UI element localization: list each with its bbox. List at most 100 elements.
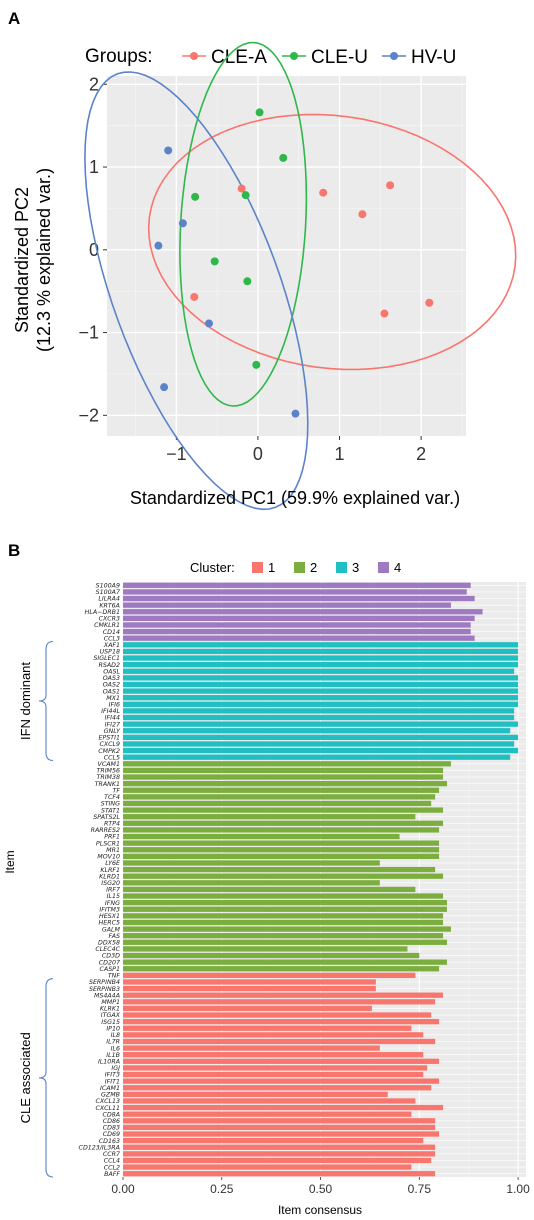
panel-a-label: A (8, 9, 20, 28)
item-label: MMP1 (101, 999, 120, 1006)
item-label: VCAM1 (98, 761, 120, 768)
point-cle-u (210, 257, 219, 266)
group-label: IFN dominant (18, 662, 33, 740)
item-label: HESX1 (99, 913, 120, 920)
item-label: SIGLEC1 (93, 655, 120, 662)
bar (123, 814, 416, 820)
bar (123, 1171, 436, 1177)
point-hv-u (164, 146, 173, 155)
bar (123, 1157, 432, 1164)
item-label: SPATS2L (93, 814, 120, 821)
bar (123, 747, 519, 754)
bar (123, 794, 436, 800)
x-axis-title-b: Item consensus (278, 1203, 362, 1217)
group-brace (38, 640, 54, 762)
item-label: IFITM3 (99, 906, 120, 913)
bar (123, 1098, 416, 1104)
legend-key-b (252, 562, 263, 573)
item-label: CD123/IL3RA (79, 1144, 120, 1151)
point-hv-u (154, 241, 163, 250)
item-label: CXCL9 (99, 741, 120, 748)
item-label: RARRES2 (91, 827, 120, 834)
point-cle-a (425, 298, 434, 307)
point-cle-u (241, 191, 250, 200)
item-label: TF (113, 787, 121, 794)
bar (123, 1131, 440, 1137)
bar (123, 642, 519, 648)
item-label: PLSCR1 (96, 840, 120, 847)
point-hv-u (160, 383, 169, 392)
bar (123, 807, 444, 813)
bar (123, 919, 444, 926)
item-label: IFI44L (101, 708, 120, 715)
item-label: IFI27 (105, 721, 120, 728)
legend-b-label: 4 (394, 560, 401, 575)
item-label: CLEC4C (95, 946, 120, 953)
bar (123, 939, 447, 945)
item-label: CD3D (102, 953, 120, 960)
point-cle-a (386, 181, 395, 190)
bar (123, 675, 519, 681)
legend-a-label: CLE-A (211, 47, 267, 68)
item-label: MOV10 (97, 854, 120, 861)
bar (123, 1124, 436, 1131)
point-cle-a (358, 210, 367, 219)
y-axis-title-a-line2: (12.3 % explained var.) (34, 168, 54, 352)
item-label: KLRF1 (100, 867, 120, 874)
bar (123, 1025, 412, 1031)
bar (123, 820, 444, 826)
x-tick-label-a: 2 (416, 444, 426, 464)
point-cle-u (243, 277, 252, 286)
bar (123, 628, 471, 635)
x-tick-label-a: 0 (253, 444, 263, 464)
point-cle-u (252, 360, 261, 369)
bar (123, 695, 519, 701)
item-label: CD207 (99, 959, 120, 966)
group-label: CLE associated (18, 1032, 33, 1123)
item-label: IFIT1 (105, 1078, 120, 1085)
bar (123, 681, 519, 688)
bar (123, 708, 515, 714)
bar (123, 1045, 380, 1051)
point-cle-a (190, 292, 199, 301)
x-axis-title-a: Standardized PC1 (59.9% explained var.) (130, 488, 460, 508)
bar (123, 609, 483, 615)
item-label: IL10RA (98, 1059, 120, 1066)
item-label: RTP4 (104, 821, 120, 828)
bar (123, 860, 380, 866)
bar (123, 1058, 440, 1064)
legend-key-b (336, 562, 347, 573)
bar (123, 787, 440, 793)
bar (123, 992, 444, 998)
item-label: CMPK2 (98, 748, 120, 755)
bar (123, 1005, 372, 1012)
bar (123, 582, 471, 588)
item-label: BAFF (104, 1171, 120, 1178)
bar (123, 774, 444, 780)
item-label: TRANK1 (95, 781, 120, 788)
bar (123, 952, 420, 959)
bar (123, 966, 440, 972)
plot-panel-a (107, 76, 466, 436)
item-label: EPSTI1 (99, 735, 120, 742)
item-label: IFIT3 (105, 1072, 120, 1079)
item-label: IFNG (105, 900, 120, 907)
point-cle-u (279, 153, 288, 162)
item-label: ISG15 (101, 1019, 120, 1026)
item-label: MR1 (106, 847, 120, 854)
legend-key-dot (390, 52, 398, 60)
bar (123, 1137, 424, 1144)
legend-a-title: Groups: (85, 46, 153, 67)
bar (123, 800, 432, 807)
bar (123, 946, 408, 952)
bar (123, 734, 519, 741)
y-tick-label-a: 0 (89, 240, 99, 260)
scatter-plot: −1 0 1 2 −2 −1 0 1 2 (78, 41, 517, 511)
item-label: KLRD1 (99, 873, 120, 880)
point-cle-a (319, 188, 328, 197)
item-label: CXCL13 (95, 1098, 120, 1105)
item-label: CD83 (103, 1125, 120, 1132)
item-label: S100A9 (96, 583, 120, 590)
bar (123, 668, 515, 674)
bar (123, 999, 436, 1005)
